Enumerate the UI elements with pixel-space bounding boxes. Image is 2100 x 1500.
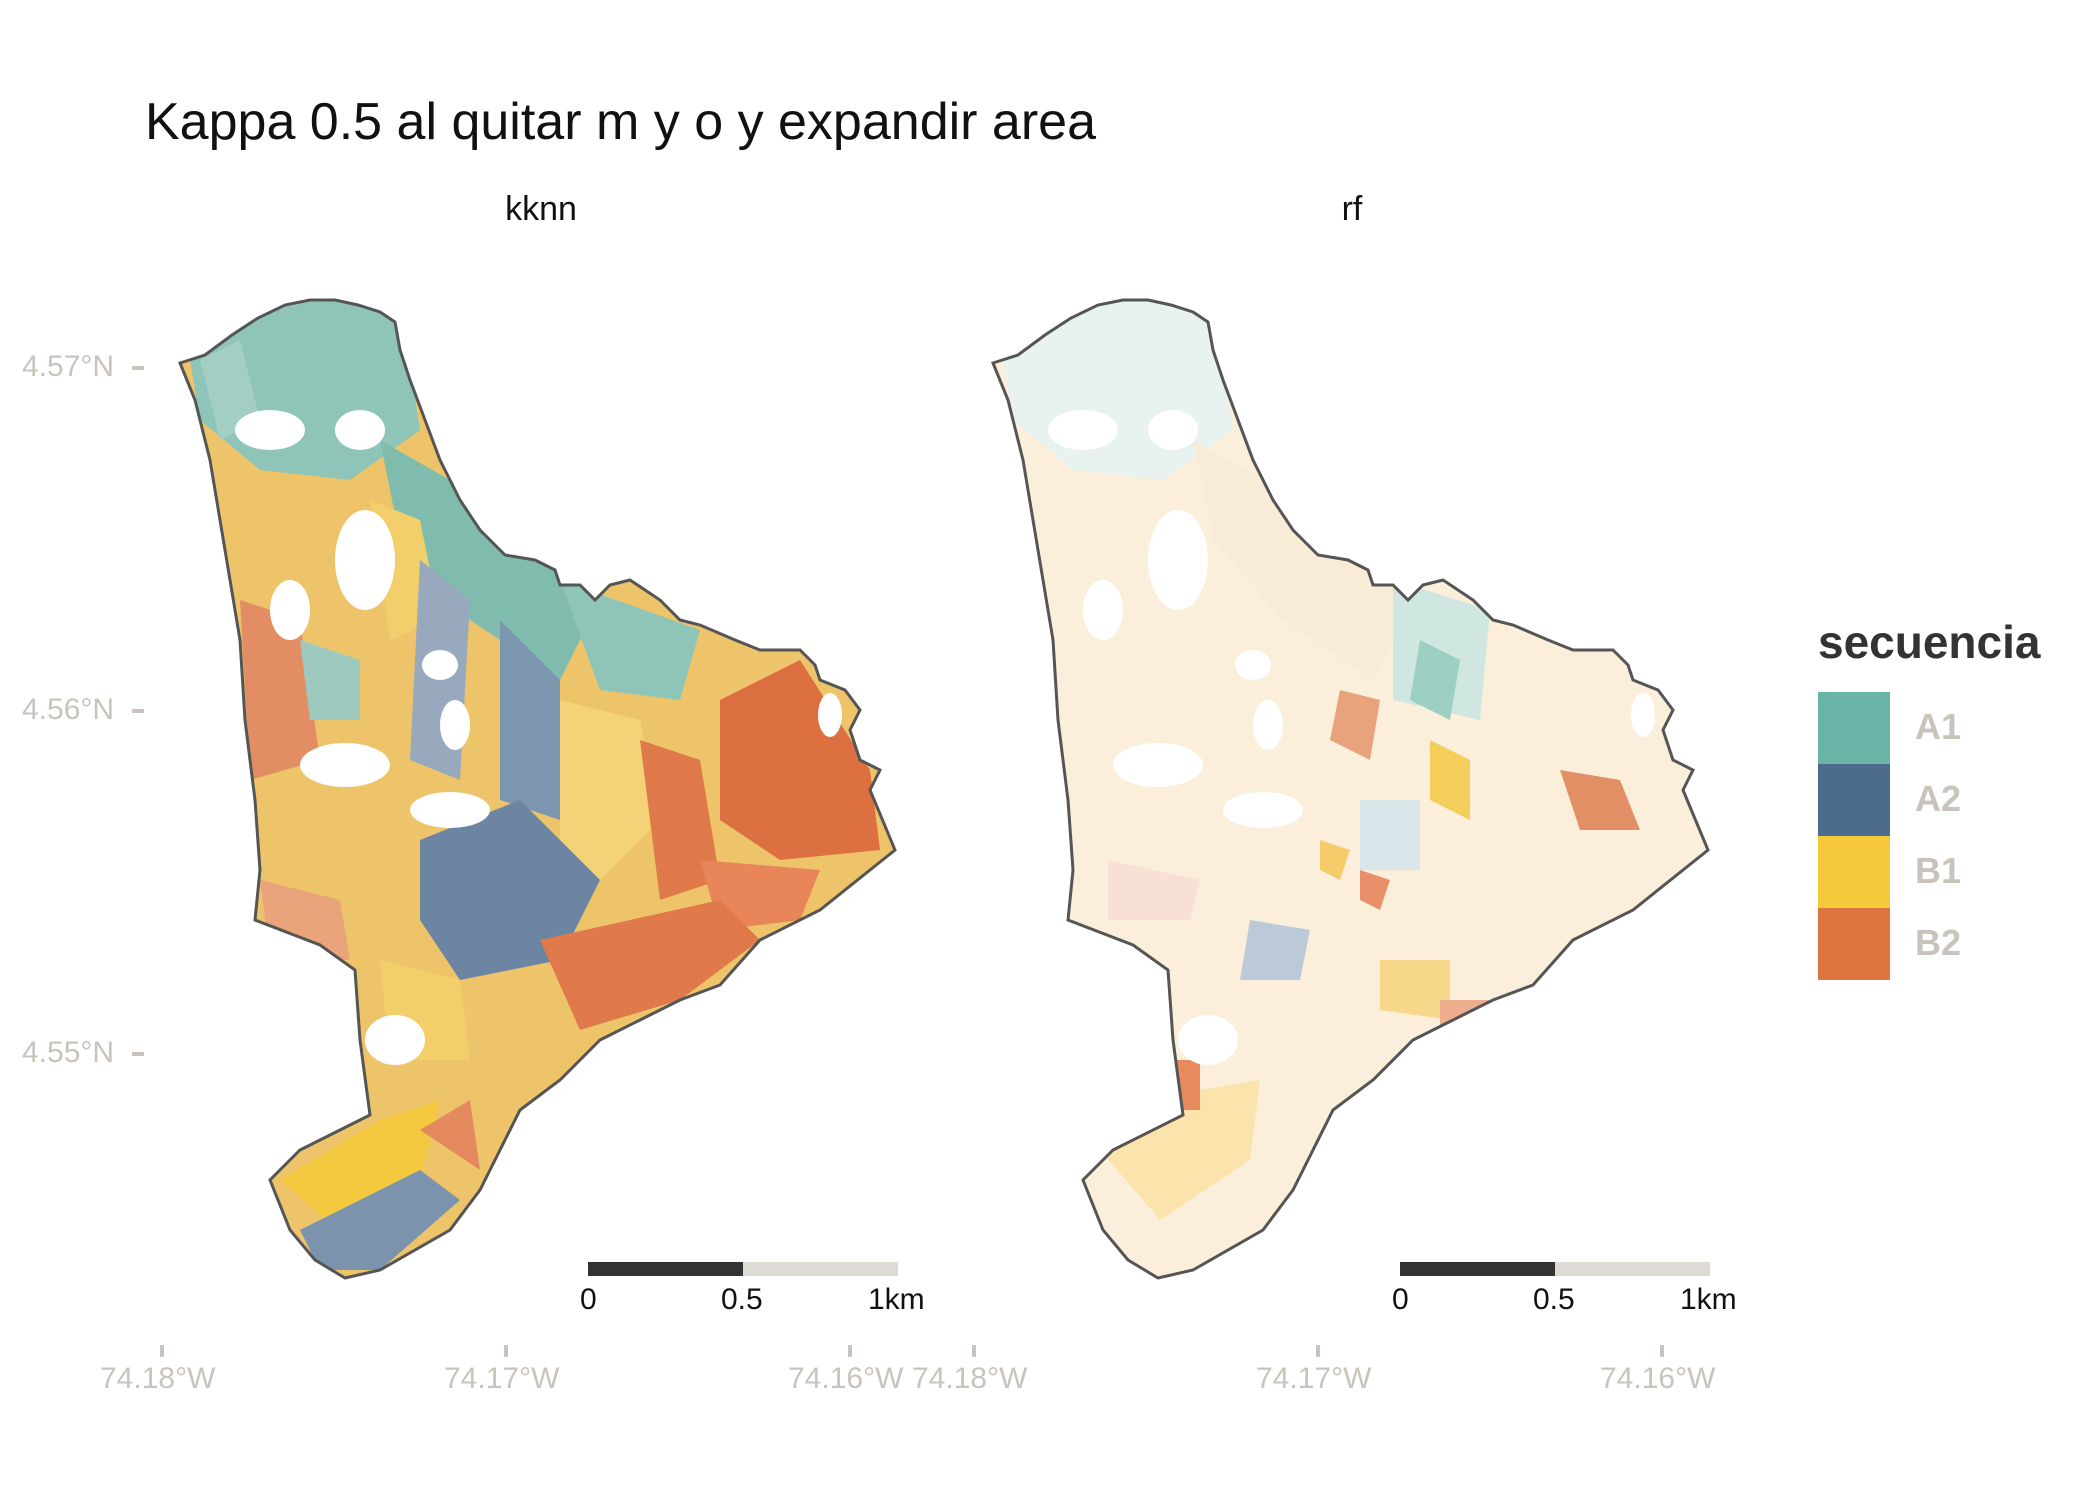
scale-label-km: 1km [868, 1283, 925, 1316]
y-tick-label: 4.57°N [22, 350, 115, 383]
scale-label-half: 0.5 [1533, 1283, 1575, 1316]
legend-title: secuencia [1818, 616, 2041, 668]
x-tick-label: 74.16°W [1600, 1362, 1716, 1395]
scale-label-km: 1km [1680, 1283, 1737, 1316]
y-tick-mark [132, 1052, 144, 1056]
x-tick-mark [972, 1345, 976, 1357]
x-tick-mark [504, 1345, 508, 1357]
boundary-kknn [178, 298, 897, 1280]
x-tick-label: 74.18°W [100, 1362, 216, 1395]
legend-swatch-b2 [1818, 908, 1890, 980]
y-tick-mark [132, 366, 144, 370]
x-tick-label: 74.17°W [444, 1362, 560, 1395]
scale-bar-light [743, 1262, 898, 1276]
scale-bar-dark [588, 1262, 743, 1276]
y-tick-label: 4.55°N [22, 1036, 115, 1069]
x-tick-mark [160, 1345, 164, 1357]
x-tick-label: 74.17°W [1256, 1362, 1372, 1395]
legend-label-a1: A1 [1915, 706, 1962, 747]
x-tick-mark [848, 1345, 852, 1357]
scale-label-0: 0 [580, 1283, 597, 1316]
panel-title-kknn: kknn [505, 190, 577, 228]
y-tick-label: 4.56°N [22, 693, 115, 726]
x-tick-mark [1660, 1345, 1664, 1357]
legend-swatch-a1 [1818, 692, 1890, 764]
scale-bar-dark [1400, 1262, 1555, 1276]
x-tick-mark [1316, 1345, 1320, 1357]
scale-bar-light [1555, 1262, 1710, 1276]
map-rf [993, 300, 1708, 1278]
x-tick-label: 74.16°W [788, 1362, 904, 1395]
legend-label-b2: B2 [1915, 922, 1962, 963]
legend-swatch-b1 [1818, 836, 1890, 908]
scale-label-0: 0 [1392, 1283, 1409, 1316]
scale-label-half: 0.5 [721, 1283, 763, 1316]
chart-title: Kappa 0.5 al quitar m y o y expandir are… [145, 93, 1097, 151]
legend-label-b1: B1 [1915, 850, 1962, 891]
boundary-rf [991, 298, 1710, 1280]
map-kknn [180, 300, 895, 1278]
x-tick-label: 74.18°W [912, 1362, 1028, 1395]
panel-title-rf: rf [1341, 190, 1363, 228]
y-tick-mark [132, 709, 144, 713]
legend-swatch-a2 [1818, 764, 1890, 836]
legend-label-a2: A2 [1915, 778, 1962, 819]
